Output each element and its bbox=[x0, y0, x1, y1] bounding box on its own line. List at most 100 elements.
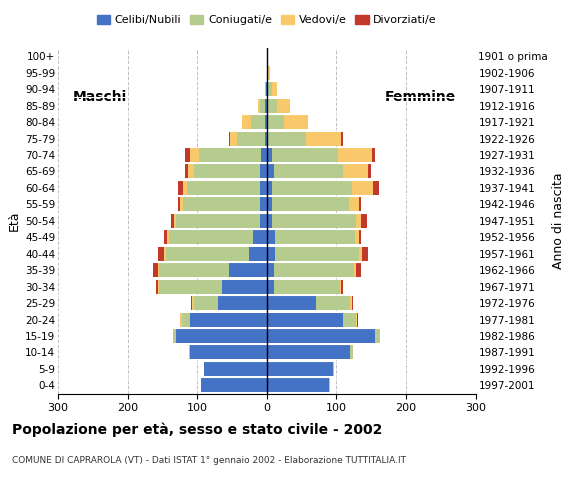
Bar bbox=[159, 280, 222, 294]
Bar bbox=[237, 132, 264, 145]
Bar bbox=[267, 346, 350, 360]
Bar bbox=[358, 230, 361, 244]
Bar bbox=[260, 98, 266, 113]
Bar bbox=[267, 230, 275, 244]
Bar bbox=[193, 296, 194, 310]
Bar bbox=[158, 247, 164, 261]
Bar bbox=[267, 98, 268, 113]
Bar bbox=[277, 98, 291, 113]
Bar bbox=[374, 181, 379, 195]
Bar bbox=[264, 132, 267, 145]
Bar bbox=[183, 197, 260, 211]
Bar bbox=[267, 362, 333, 376]
Bar bbox=[306, 132, 341, 145]
Bar bbox=[249, 247, 267, 261]
Bar bbox=[166, 247, 249, 261]
Bar bbox=[339, 148, 372, 162]
Bar bbox=[267, 82, 268, 96]
Text: Femmine: Femmine bbox=[385, 90, 455, 104]
Bar bbox=[284, 115, 308, 129]
Bar bbox=[190, 312, 267, 326]
Bar bbox=[266, 98, 267, 113]
Bar bbox=[340, 280, 341, 294]
Bar bbox=[190, 346, 267, 360]
Bar bbox=[267, 296, 316, 310]
Bar bbox=[173, 329, 176, 343]
Bar bbox=[242, 115, 251, 129]
Bar bbox=[275, 247, 358, 261]
Bar bbox=[350, 346, 353, 360]
Bar bbox=[275, 230, 355, 244]
Bar bbox=[356, 312, 357, 326]
Bar bbox=[261, 148, 267, 162]
Bar bbox=[267, 247, 275, 261]
Bar bbox=[187, 181, 260, 195]
Bar bbox=[153, 263, 158, 277]
Bar bbox=[368, 165, 371, 179]
Bar bbox=[177, 197, 180, 211]
Bar bbox=[274, 263, 354, 277]
Bar bbox=[180, 197, 183, 211]
Bar bbox=[186, 165, 188, 179]
Bar bbox=[375, 329, 380, 343]
Text: COMUNE DI CAPRAROLA (VT) - Dati ISTAT 1° gennaio 2002 - Elaborazione TUTTITALIA.: COMUNE DI CAPRAROLA (VT) - Dati ISTAT 1°… bbox=[12, 456, 405, 465]
Bar bbox=[267, 66, 268, 80]
Text: Maschi: Maschi bbox=[72, 90, 127, 104]
Bar bbox=[222, 280, 267, 294]
Bar bbox=[260, 214, 267, 228]
Bar bbox=[164, 230, 167, 244]
Bar bbox=[273, 181, 353, 195]
Bar bbox=[271, 82, 277, 96]
Bar bbox=[268, 82, 271, 96]
Bar bbox=[343, 312, 356, 326]
Bar bbox=[264, 82, 266, 96]
Bar bbox=[267, 132, 268, 145]
Bar bbox=[355, 230, 358, 244]
Bar bbox=[189, 346, 190, 360]
Bar bbox=[329, 378, 330, 392]
Bar bbox=[198, 148, 261, 162]
Bar bbox=[268, 98, 277, 113]
Bar bbox=[229, 132, 230, 145]
Bar bbox=[156, 280, 158, 294]
Bar bbox=[333, 362, 334, 376]
Bar bbox=[158, 263, 159, 277]
Bar bbox=[267, 280, 274, 294]
Bar bbox=[356, 263, 361, 277]
Bar bbox=[267, 312, 343, 326]
Bar bbox=[176, 214, 260, 228]
Bar bbox=[174, 214, 176, 228]
Bar bbox=[230, 132, 237, 145]
Y-axis label: Età: Età bbox=[8, 211, 21, 231]
Bar bbox=[343, 165, 368, 179]
Bar bbox=[260, 181, 267, 195]
Bar bbox=[194, 296, 218, 310]
Bar bbox=[260, 165, 267, 179]
Bar bbox=[179, 181, 183, 195]
Bar bbox=[267, 214, 273, 228]
Bar bbox=[267, 263, 274, 277]
Bar bbox=[184, 148, 190, 162]
Bar bbox=[182, 312, 190, 326]
Bar bbox=[341, 132, 343, 145]
Bar bbox=[361, 214, 367, 228]
Bar bbox=[180, 312, 182, 326]
Bar bbox=[258, 98, 260, 113]
Bar bbox=[194, 165, 260, 179]
Bar bbox=[267, 329, 375, 343]
Bar bbox=[191, 296, 193, 310]
Bar bbox=[183, 181, 187, 195]
Bar bbox=[273, 197, 349, 211]
Bar bbox=[372, 148, 375, 162]
Bar bbox=[267, 181, 273, 195]
Bar bbox=[229, 263, 267, 277]
Bar bbox=[251, 115, 264, 129]
Bar bbox=[356, 214, 361, 228]
Bar bbox=[358, 247, 362, 261]
Bar bbox=[267, 148, 273, 162]
Bar bbox=[201, 378, 267, 392]
Bar bbox=[188, 165, 194, 179]
Bar bbox=[268, 66, 270, 80]
Bar bbox=[362, 247, 368, 261]
Bar bbox=[353, 181, 374, 195]
